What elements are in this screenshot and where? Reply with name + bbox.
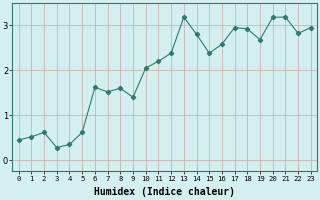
X-axis label: Humidex (Indice chaleur): Humidex (Indice chaleur): [94, 187, 235, 197]
